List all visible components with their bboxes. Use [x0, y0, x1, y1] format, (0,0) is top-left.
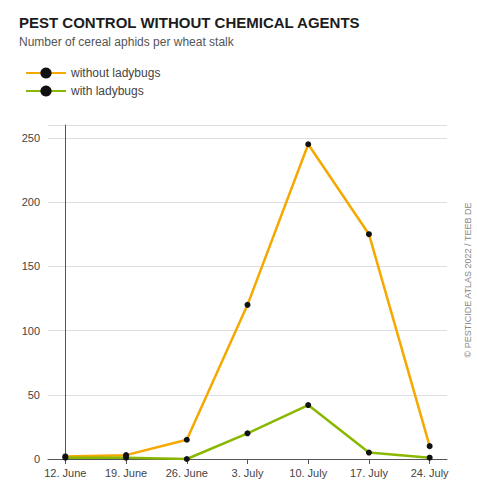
svg-text:250: 250: [22, 132, 40, 144]
svg-text:24. July: 24. July: [411, 467, 449, 479]
svg-text:3. July: 3. July: [232, 467, 264, 479]
svg-text:Number of cereal aphids per wh: Number of cereal aphids per wheat stalk: [19, 35, 235, 49]
svg-text:100: 100: [22, 325, 40, 337]
svg-text:© PESTICIDE ATLAS 2022 / TEEB: © PESTICIDE ATLAS 2022 / TEEB DE: [463, 203, 473, 358]
svg-text:200: 200: [22, 196, 40, 208]
svg-text:50: 50: [28, 389, 40, 401]
svg-text:17. July: 17. July: [350, 467, 388, 479]
svg-text:PEST CONTROL WITHOUT CHEMICAL: PEST CONTROL WITHOUT CHEMICAL AGENTS: [19, 14, 360, 31]
svg-text:19. June: 19. June: [105, 467, 147, 479]
svg-text:12. June: 12. June: [44, 467, 86, 479]
svg-text:10. July: 10. July: [289, 467, 327, 479]
svg-text:150: 150: [22, 260, 40, 272]
svg-text:26. June: 26. June: [166, 467, 208, 479]
svg-text:0: 0: [34, 453, 40, 465]
svg-text:with ladybugs: with ladybugs: [70, 84, 144, 98]
svg-text:without ladybugs: without ladybugs: [70, 66, 160, 80]
